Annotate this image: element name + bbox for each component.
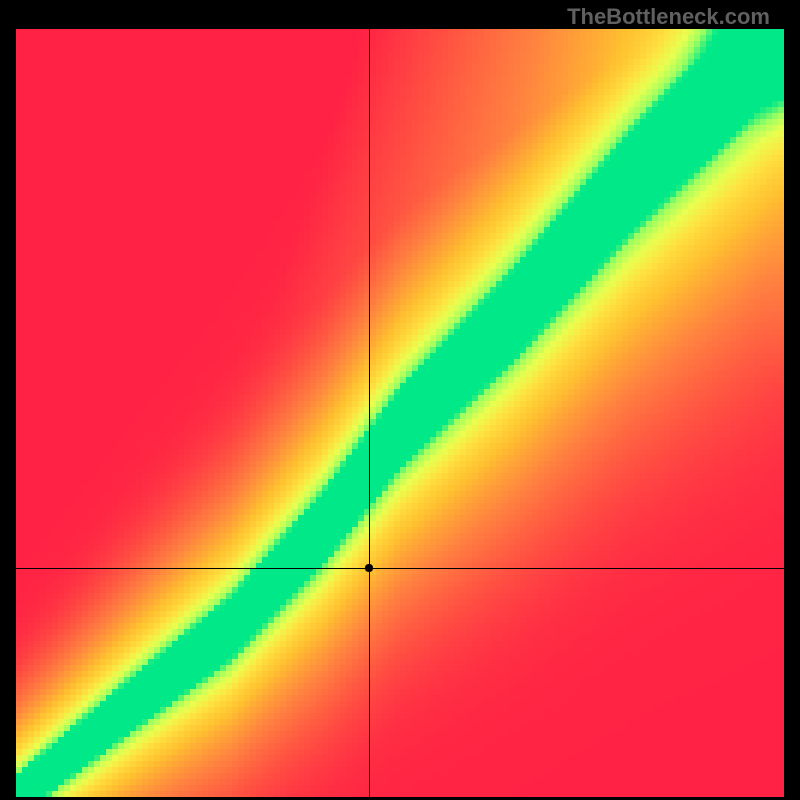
chart-container: TheBottleneck.com: [0, 0, 800, 800]
bottleneck-heatmap: [0, 0, 800, 800]
watermark-text: TheBottleneck.com: [567, 4, 770, 30]
